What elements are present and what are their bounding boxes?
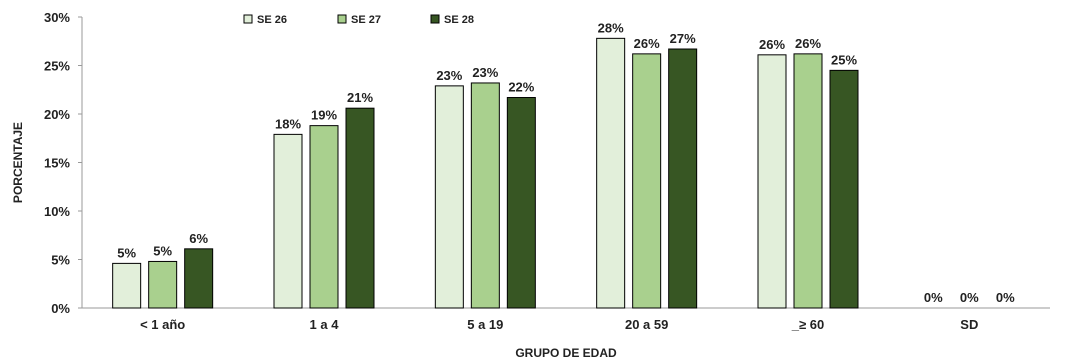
data-label: 21% xyxy=(347,90,373,105)
bar xyxy=(668,48,698,309)
y-tick-label: 15% xyxy=(44,156,70,171)
data-label: 19% xyxy=(311,108,337,123)
x-tick-label: 20 a 59 xyxy=(625,317,668,332)
y-tick-label: 5% xyxy=(51,253,70,268)
bar xyxy=(309,125,339,309)
legend-item: SE 27 xyxy=(337,14,381,26)
data-label: 18% xyxy=(275,116,301,131)
data-label: 26% xyxy=(634,36,660,51)
data-label: 6% xyxy=(189,231,208,246)
data-label: 23% xyxy=(436,68,462,83)
y-axis: 0% 5% 10% 15% 20% 25% 30% xyxy=(44,10,83,316)
data-label: 26% xyxy=(795,36,821,51)
data-label: 26% xyxy=(759,37,785,52)
bar xyxy=(470,82,500,309)
x-axis: < 1 año 1 a 4 5 a 19 20 a 59 _≥ 60 SD xyxy=(82,307,1050,332)
bar xyxy=(632,53,662,309)
data-label: 5% xyxy=(153,243,172,258)
data-label: 23% xyxy=(472,65,498,80)
bar xyxy=(112,262,142,309)
legend-swatch xyxy=(337,14,347,24)
y-axis-title: PORCENTAJE xyxy=(11,122,25,203)
bar xyxy=(757,54,787,309)
bar xyxy=(793,53,823,309)
legend-label: SE 28 xyxy=(444,14,474,26)
y-tick-label: 10% xyxy=(44,204,70,219)
x-axis-title: GRUPO DE EDAD xyxy=(515,346,617,360)
bars xyxy=(112,37,859,309)
x-tick-label: SD xyxy=(960,317,978,332)
y-tick-label: 25% xyxy=(44,59,70,74)
legend: SE 26 SE 27 SE 28 xyxy=(243,14,474,26)
bar xyxy=(273,133,303,309)
x-tick-label: 1 a 4 xyxy=(310,317,340,332)
legend-swatch xyxy=(243,14,253,24)
y-tick-label: 30% xyxy=(44,10,70,25)
y-tick-label: 0% xyxy=(51,301,70,316)
bar xyxy=(596,37,626,309)
bar xyxy=(184,248,214,309)
data-label: 0% xyxy=(960,290,979,305)
legend-item: SE 26 xyxy=(243,14,287,26)
bar xyxy=(148,260,178,309)
x-tick-label: < 1 año xyxy=(140,317,185,332)
data-label: 0% xyxy=(924,290,943,305)
bar xyxy=(506,97,536,309)
legend-item: SE 28 xyxy=(430,14,474,26)
y-tick-label: 20% xyxy=(44,107,70,122)
data-label: 27% xyxy=(670,31,696,46)
data-labels: 5% 18% 23% 28% 26% 0% 5% 19% 23% 26% 26% 0% 6% 21% 22%… xyxy=(117,20,1015,305)
legend-label: SE 27 xyxy=(351,14,381,26)
data-label: 22% xyxy=(508,80,534,95)
bar xyxy=(829,69,859,309)
data-label: 25% xyxy=(831,52,857,67)
legend-swatch xyxy=(430,14,440,24)
data-label: 0% xyxy=(996,290,1015,305)
x-tick-label: 5 a 19 xyxy=(467,317,503,332)
data-label: 28% xyxy=(598,20,624,35)
x-tick-label: _≥ 60 xyxy=(791,317,824,332)
bar xyxy=(345,107,375,309)
bar xyxy=(434,85,464,309)
data-label: 5% xyxy=(117,245,136,260)
legend-label: SE 26 xyxy=(257,14,287,26)
